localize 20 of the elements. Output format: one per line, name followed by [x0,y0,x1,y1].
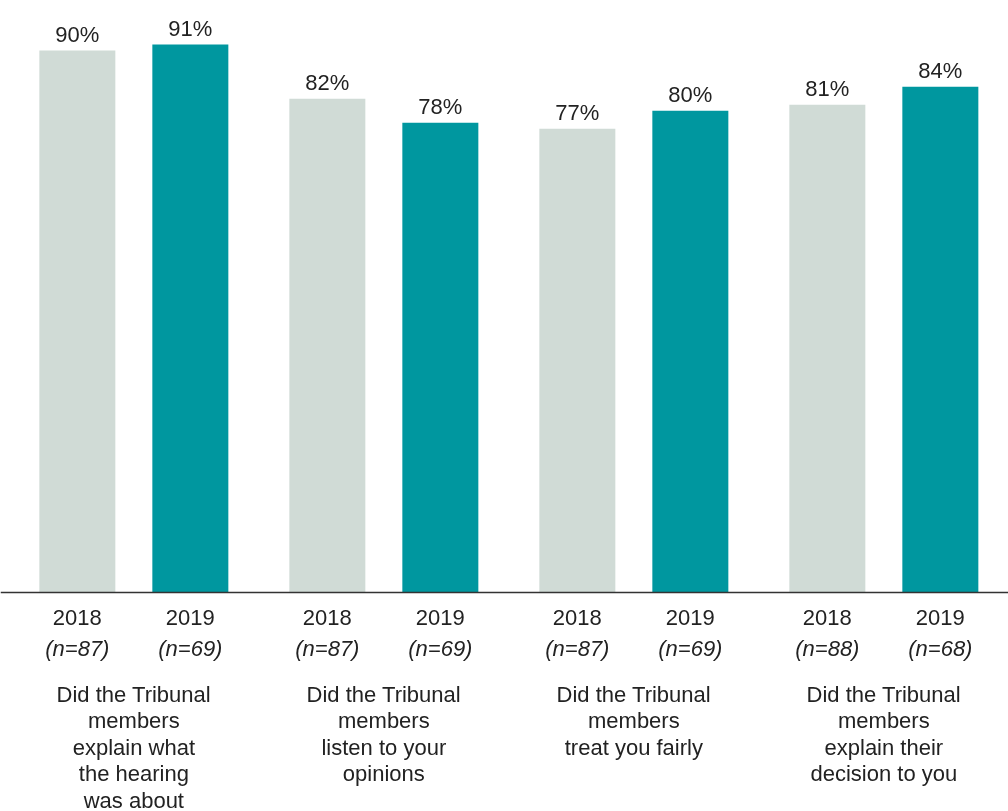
x-tick-label: 2019 (n=69) [158,604,223,661]
x-tick-label: 2018 (n=88) [795,604,860,661]
data-label: 80% [668,81,713,107]
text: Did the Tribunal members explain what the hearing was about [56,681,211,811]
data-label: 77% [555,99,600,125]
x-tick-label: 2019 (n=68) [908,604,973,661]
data-label: 84% [918,57,963,83]
text: Did the Tribunal members listen to your opinions [306,681,461,786]
x-tick-label: 2019 (n=69) [658,604,723,661]
data-label: 78% [418,93,463,119]
data-label: 82% [305,69,350,95]
x-tick-label: 2018 (n=87) [545,604,610,661]
data-label: 90% [55,21,100,47]
data-label: 81% [805,75,850,101]
text: Did the Tribunal members treat you fairly [556,681,711,760]
x-tick-label: 2019 (n=69) [408,604,473,661]
data-label: 91% [168,15,213,41]
x-tick-label: 2018 (n=87) [295,604,360,661]
text: Did the Tribunal members explain their decision to you [806,681,961,786]
x-tick-label: 2018 (n=87) [45,604,110,661]
